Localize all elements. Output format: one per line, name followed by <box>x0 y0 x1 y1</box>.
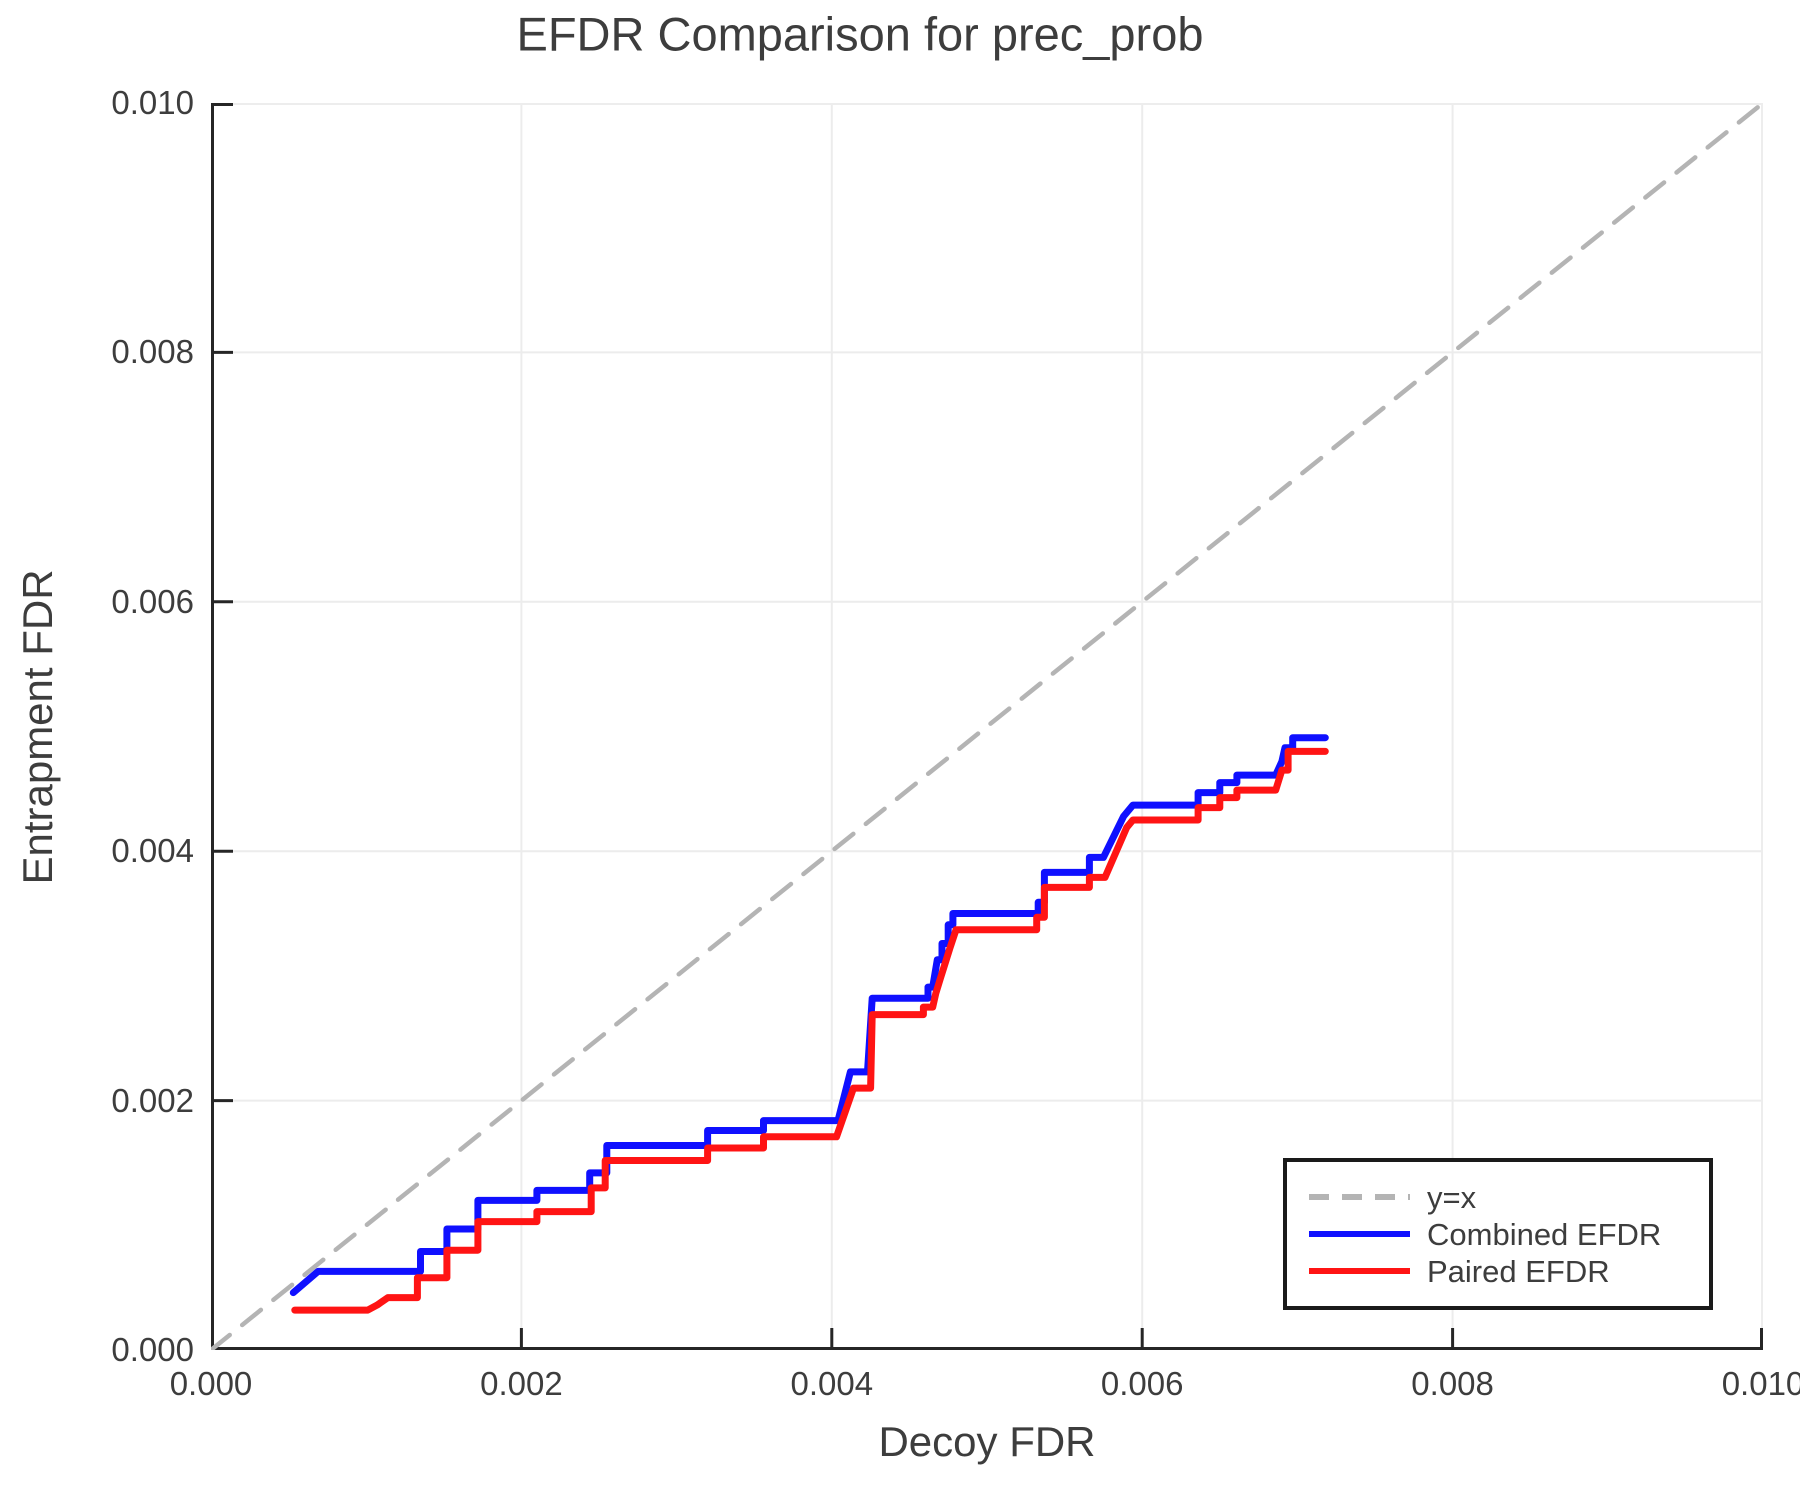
legend-entry-paired-efdr: Paired EFDR <box>1307 1253 1709 1290</box>
series-line-combined-efdr <box>289 734 1329 1297</box>
x-tick-label: 0.004 <box>790 1365 874 1402</box>
x-axis-label: Decoy FDR <box>878 1418 1096 1465</box>
legend: y=x Combined EFDR Paired EFDR <box>1283 1158 1713 1310</box>
legend-entry-identity: y=x <box>1307 1179 1709 1216</box>
x-tick-label: 0.008 <box>1411 1365 1494 1402</box>
y-tick-label: 0.008 <box>111 333 194 371</box>
blue-line-sample-icon <box>1309 1231 1410 1237</box>
series-line-identity <box>208 100 1766 1353</box>
series-line-paired-efdr <box>291 747 1329 1314</box>
red-line-sample-icon <box>1309 1268 1410 1274</box>
x-tick-label: 0.002 <box>480 1365 563 1402</box>
y-tick-label: 0.010 <box>111 84 194 121</box>
y-tick-label: 0.000 <box>111 1331 194 1368</box>
legend-label-paired-efdr: Paired EFDR <box>1427 1253 1610 1289</box>
legend-label-combined-efdr: Combined EFDR <box>1427 1216 1662 1252</box>
y-tick-label: 0.006 <box>111 582 194 620</box>
plot-area <box>208 100 1766 1353</box>
legend-entry-combined-efdr: Combined EFDR <box>1307 1216 1709 1253</box>
y-axis-label: Entrapment FDR <box>14 569 61 885</box>
x-tick-label: 0.010 <box>1721 1365 1800 1402</box>
x-tick-label: 0.006 <box>1100 1365 1184 1402</box>
dashed-line-sample-icon <box>1309 1194 1410 1200</box>
chart-title: EFDR Comparison for prec_prob <box>516 7 1204 61</box>
y-tick-label: 0.002 <box>111 1081 194 1119</box>
x-tick-label: 0.000 <box>169 1365 253 1402</box>
legend-label-identity: y=x <box>1427 1179 1477 1215</box>
plot-canvas <box>208 100 1766 1353</box>
y-tick-label: 0.004 <box>111 832 194 870</box>
